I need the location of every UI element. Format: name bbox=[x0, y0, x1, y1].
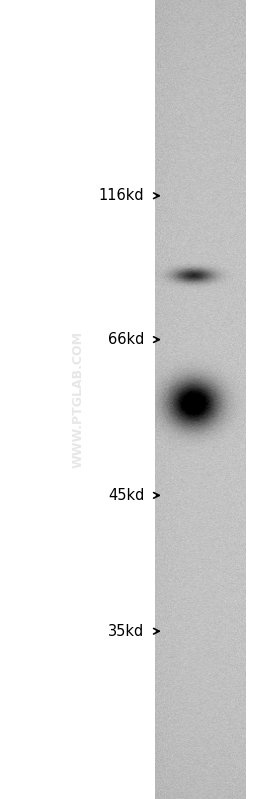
Text: 45kd: 45kd bbox=[108, 488, 144, 503]
Text: 116kd: 116kd bbox=[99, 189, 144, 203]
Text: 35kd: 35kd bbox=[108, 624, 144, 638]
Text: 66kd: 66kd bbox=[108, 332, 144, 347]
Text: WWW.PTGLAB.COM: WWW.PTGLAB.COM bbox=[72, 331, 85, 468]
